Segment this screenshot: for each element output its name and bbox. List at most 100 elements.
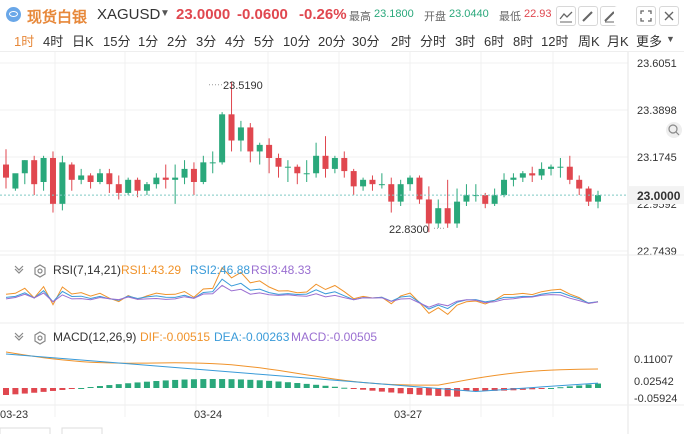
macd-histogram-bar bbox=[12, 388, 19, 395]
instrument-name: 现货白银 bbox=[27, 9, 88, 26]
macd-histogram-bar bbox=[190, 379, 197, 388]
candle-body bbox=[397, 184, 404, 202]
macd-histogram-bar bbox=[40, 388, 47, 392]
low-value: 22.93 bbox=[524, 8, 552, 20]
candle-body bbox=[134, 179, 141, 191]
candle-body bbox=[209, 162, 216, 164]
candle-body bbox=[548, 166, 555, 169]
candle-body bbox=[49, 157, 56, 204]
period-tab-7[interactable]: 4分 bbox=[225, 34, 246, 49]
period-tab-12[interactable]: 2时 bbox=[391, 34, 412, 49]
rsi-indicator-name: RSI(7,14,21) bbox=[53, 263, 122, 277]
period-tab-10[interactable]: 20分 bbox=[318, 34, 346, 49]
macd-histogram-bar bbox=[31, 388, 38, 393]
macd-histogram-bar bbox=[482, 388, 489, 391]
high-label: 最高 bbox=[349, 11, 371, 23]
macd-histogram-bar bbox=[538, 388, 545, 389]
period-tab-13[interactable]: 分时 bbox=[420, 34, 447, 49]
macd-histogram-bar bbox=[87, 387, 94, 389]
period-tab-14[interactable]: 3时 bbox=[455, 34, 476, 49]
candle-body bbox=[96, 173, 103, 182]
trend-line-icon bbox=[559, 11, 573, 23]
period-tab-1[interactable]: 4时 bbox=[43, 34, 64, 49]
macd-histogram-bar bbox=[491, 388, 498, 391]
max-price-annotation: 23.5190 bbox=[223, 80, 263, 92]
min-price-annotation: 22.8300 bbox=[389, 224, 429, 236]
macd-collapse-icon[interactable] bbox=[12, 331, 26, 345]
macd-histogram-bar bbox=[96, 386, 103, 388]
dif-value: DIF:-0.00515 bbox=[140, 330, 211, 344]
candle-body bbox=[576, 179, 583, 189]
macd-histogram-bar bbox=[595, 383, 601, 388]
candle-body bbox=[557, 166, 564, 168]
price-axis-tick: 22.7439 bbox=[637, 246, 677, 258]
more-chevron-icon[interactable]: ▼ bbox=[666, 34, 675, 44]
period-tab-5[interactable]: 2分 bbox=[167, 34, 188, 49]
price-change: -0.0600 bbox=[237, 6, 288, 23]
rsi3-line bbox=[5, 284, 599, 308]
period-tab-18[interactable]: 周K bbox=[578, 34, 600, 49]
silver-logo-icon bbox=[6, 7, 21, 22]
macd-histogram-bar bbox=[59, 388, 66, 390]
draw-tool-button[interactable] bbox=[578, 6, 598, 26]
period-tab-9[interactable]: 10分 bbox=[283, 34, 311, 49]
x-axis-tick: 03-24 bbox=[194, 409, 222, 421]
candle-body bbox=[143, 184, 150, 191]
current-price-tag-bg bbox=[629, 186, 684, 205]
rsi-collapse-icon[interactable] bbox=[12, 264, 26, 278]
candle-body bbox=[294, 166, 301, 174]
period-tab-19[interactable]: 月K bbox=[607, 34, 629, 49]
candle-body bbox=[256, 144, 263, 152]
candle-body bbox=[172, 177, 179, 180]
candle-body bbox=[360, 179, 367, 187]
candle-body bbox=[341, 157, 348, 172]
macd-histogram-bar bbox=[172, 379, 179, 388]
candle-body bbox=[266, 144, 273, 158]
candle-body bbox=[435, 208, 442, 224]
period-tab-16[interactable]: 8时 bbox=[513, 34, 534, 49]
period-tab-11[interactable]: 30分 bbox=[352, 34, 380, 49]
period-tab-20[interactable]: 更多 bbox=[636, 34, 663, 49]
period-tab-15[interactable]: 6时 bbox=[484, 34, 505, 49]
zoom-icon[interactable] bbox=[666, 122, 682, 138]
macd-histogram-bar bbox=[3, 388, 9, 395]
period-tab-4[interactable]: 1分 bbox=[138, 34, 159, 49]
price-chart[interactable]: 23.605123.389823.174522.959222.743923.00… bbox=[0, 52, 684, 434]
symbol-dropdown-icon[interactable]: ▼ bbox=[160, 8, 170, 19]
rsi-settings-icon[interactable] bbox=[33, 264, 47, 278]
macd-histogram-bar bbox=[416, 388, 423, 395]
macd-histogram-bar bbox=[463, 388, 470, 391]
low-label: 最低 bbox=[499, 11, 521, 23]
close-button[interactable] bbox=[659, 6, 679, 26]
rsi3-value: RSI3:48.33 bbox=[251, 263, 312, 277]
candle-body bbox=[501, 179, 508, 196]
period-tab-8[interactable]: 5分 bbox=[254, 34, 275, 49]
price-axis-tick: 23.6051 bbox=[637, 58, 677, 70]
candle-body bbox=[12, 173, 19, 189]
macd-histogram-bar bbox=[181, 379, 188, 388]
candle-body bbox=[228, 114, 235, 141]
period-tab-3[interactable]: 15分 bbox=[103, 34, 131, 49]
candle-body bbox=[247, 127, 254, 152]
macd-histogram-bar bbox=[369, 388, 376, 391]
period-tab-17[interactable]: 12时 bbox=[541, 34, 569, 49]
candle-body bbox=[125, 179, 132, 193]
period-tab-2[interactable]: 日K bbox=[72, 34, 94, 49]
rsi1-value: RSI1:43.29 bbox=[121, 263, 182, 277]
candle-body bbox=[519, 173, 526, 178]
macd-histogram-bar bbox=[162, 380, 169, 388]
macd-settings-icon[interactable] bbox=[33, 331, 47, 345]
macd-histogram-bar bbox=[49, 388, 56, 391]
price-change-percent: -0.26% bbox=[299, 6, 347, 23]
settings-button[interactable] bbox=[614, 6, 634, 26]
trend-tool-button[interactable] bbox=[556, 6, 576, 26]
macd-axis-tick: -0.05924 bbox=[634, 393, 677, 405]
price-axis-tick: 23.3898 bbox=[637, 105, 677, 117]
candle-body bbox=[59, 162, 66, 204]
macd-histogram-bar bbox=[303, 383, 310, 388]
candle-body bbox=[331, 157, 338, 169]
period-tab-0[interactable]: 1时 bbox=[14, 34, 35, 49]
period-tab-6[interactable]: 3分 bbox=[196, 34, 217, 49]
macd-histogram-bar bbox=[576, 385, 583, 388]
fullscreen-button[interactable] bbox=[636, 6, 656, 26]
